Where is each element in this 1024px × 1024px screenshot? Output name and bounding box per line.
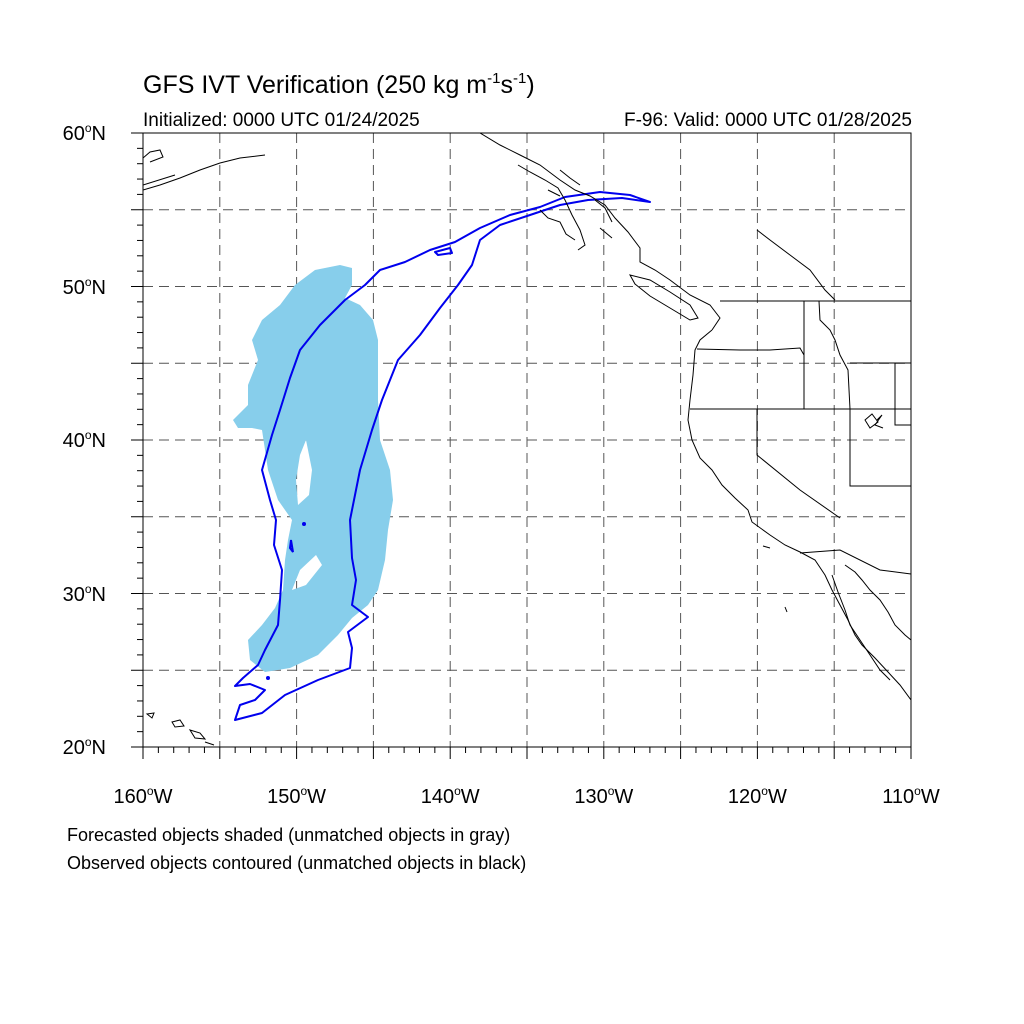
title-mid: s — [500, 71, 513, 99]
observed-contour-fragment — [288, 539, 294, 553]
southeast-alaska-bc-coastline — [479, 133, 721, 331]
longitude-label: 160oW — [113, 784, 173, 808]
forecast-ivt-object — [233, 265, 393, 672]
hawaii-islands — [145, 712, 215, 746]
observed-contour-dot — [266, 676, 270, 680]
coastlines-and-borders — [143, 133, 911, 746]
title-main: GFS IVT Verification (250 kg m — [143, 71, 488, 99]
longitude-label: 130oW — [574, 784, 634, 808]
latitude-label: 40oN — [62, 428, 106, 452]
latitude-label: 30oN — [62, 581, 106, 606]
longitude-label: 120oW — [727, 784, 787, 808]
idaho-border — [803, 300, 851, 410]
longitude-label: 110oW — [882, 784, 940, 808]
vancouver-island-coastline — [629, 274, 699, 321]
longitude-label: 150oW — [267, 784, 327, 808]
washington-oregon-border — [696, 347, 805, 409]
channel-islands — [762, 414, 884, 613]
latitude-label: 50oN — [62, 274, 106, 299]
latitude-label: 60oN — [62, 121, 106, 145]
canadian-islands-coastline — [517, 164, 613, 251]
alaska-peninsula-coastline — [143, 149, 266, 191]
legend-observed-note: Observed objects contoured (unmatched ob… — [67, 853, 527, 873]
title-close: ) — [526, 71, 535, 99]
observed-ivt-contour — [234, 191, 651, 721]
title-exponent-2: -1 — [512, 70, 527, 87]
us-mexico-border — [799, 549, 911, 575]
title-exponent-1: -1 — [487, 70, 501, 87]
wyoming-border — [850, 362, 911, 426]
legend-forecast-note: Forecasted objects shaded (unmatched obj… — [67, 825, 511, 845]
chart-title: GFS IVT Verification (250 kg m-1s-1) — [143, 70, 535, 100]
latitude-label: 20oN — [62, 735, 106, 759]
nevada-california-border — [756, 409, 841, 519]
initialized-time-label: Initialized: 0000 UTC 01/24/2025 — [143, 110, 420, 131]
us-west-coastline — [687, 329, 911, 701]
utah-arizona-border — [849, 409, 911, 487]
longitude-label: 140oW — [420, 784, 480, 808]
baja-coastline — [831, 564, 911, 681]
great-salt-lake — [864, 413, 879, 429]
continental-divide-line — [756, 229, 836, 301]
axis-tick-marks — [131, 132, 912, 759]
observed-contour-dot — [302, 522, 306, 526]
valid-time-label: F-96: Valid: 0000 UTC 01/28/2025 — [624, 110, 912, 131]
